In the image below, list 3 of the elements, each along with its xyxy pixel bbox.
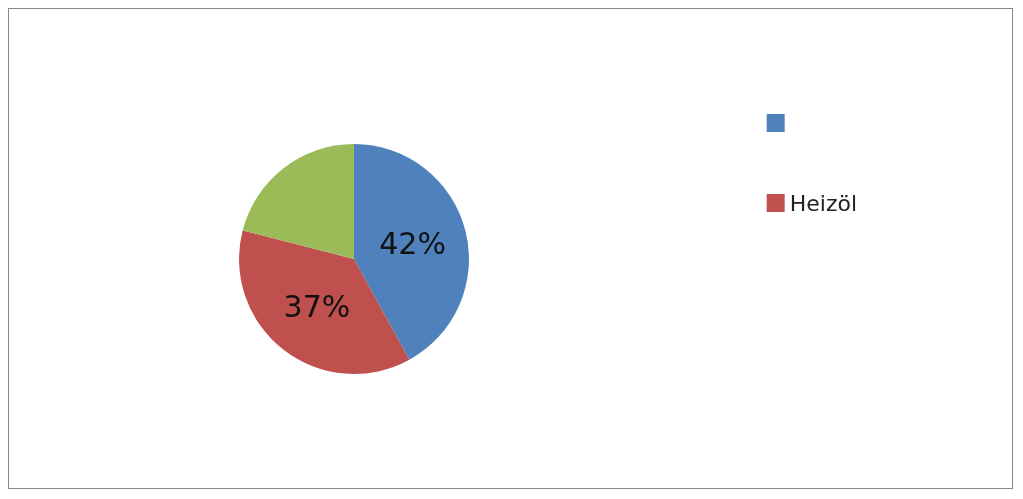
data-label: 42% [379,226,446,262]
data-label: 37% [283,289,351,325]
legend-label: Heizöl [789,190,857,216]
